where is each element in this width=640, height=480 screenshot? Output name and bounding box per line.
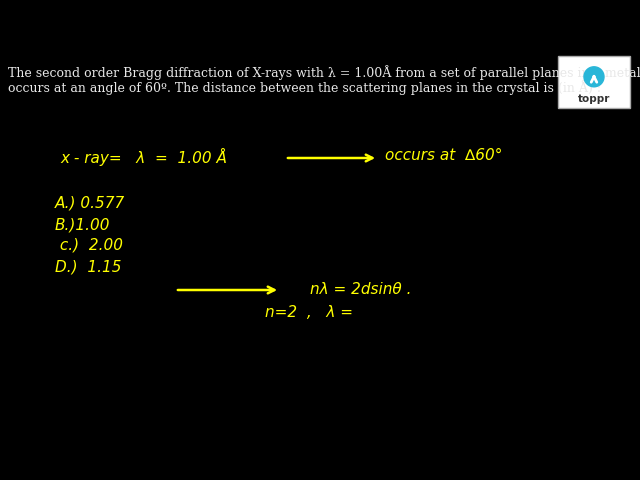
Text: The second order Bragg diffraction of X-rays with λ = 1.00Å from a set of parall: The second order Bragg diffraction of X-…	[8, 65, 640, 80]
Text: A.) 0.577: A.) 0.577	[55, 196, 125, 211]
Text: occurs at an angle of 60º. The distance between the scattering planes in the cry: occurs at an angle of 60º. The distance …	[8, 80, 601, 95]
FancyBboxPatch shape	[558, 56, 630, 108]
Circle shape	[584, 67, 604, 87]
Text: occurs at  ∆60°: occurs at ∆60°	[385, 148, 502, 163]
Text: toppr: toppr	[578, 94, 610, 104]
Text: nλ = 2dsinθ .: nλ = 2dsinθ .	[310, 282, 412, 297]
Text: x - ray=   λ  =  1.00 Å: x - ray= λ = 1.00 Å	[60, 148, 227, 166]
Text: c.)  2.00: c.) 2.00	[55, 238, 123, 253]
Text: D.)  1.15: D.) 1.15	[55, 259, 122, 274]
Text: n=2  ,   λ =: n=2 , λ =	[265, 305, 353, 320]
Text: B.)1.00: B.)1.00	[55, 217, 111, 232]
